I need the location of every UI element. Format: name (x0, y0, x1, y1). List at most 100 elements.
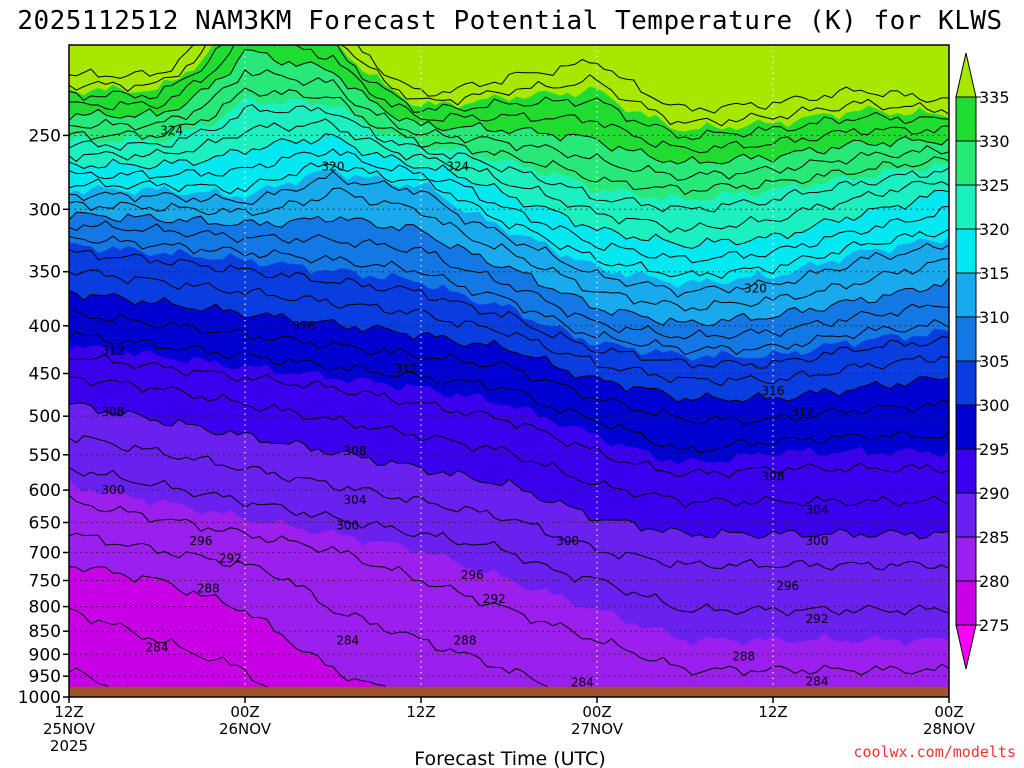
contour-320 (69, 133, 949, 249)
colorbar-label: 325 (979, 176, 1010, 195)
y-tick-label: 300 (29, 200, 61, 220)
colorbar-arrow-bottom (955, 624, 977, 670)
contour-label: 300 (336, 519, 359, 533)
y-tick-label: 650 (29, 514, 61, 534)
contour-label: 292 (806, 612, 829, 626)
contour-326 (69, 87, 949, 196)
contour-300 (69, 289, 949, 403)
contour-label: 308 (344, 444, 367, 458)
contour-278 (69, 607, 283, 697)
contour-label: 284 (336, 634, 359, 648)
y-tick-label: 700 (29, 544, 61, 564)
colorbar-swatch-305 (955, 316, 977, 362)
contour-298 (69, 308, 949, 425)
contour-label: 320 (744, 282, 767, 296)
y-tick-label: 950 (29, 667, 61, 687)
contour-282 (69, 532, 584, 697)
plot-frame (68, 44, 950, 698)
contour-label: 288 (454, 634, 477, 648)
y-axis: 250 300 350 400 450 500 550 600 650 700 750 800 850 9… (18, 126, 69, 708)
contour-332 (69, 45, 949, 154)
contour-label: 324 (446, 160, 469, 174)
plot-area (64, 45, 954, 737)
contour-308 (69, 220, 949, 340)
contour-304 (69, 249, 949, 369)
colorbar-arrow-top (955, 52, 977, 98)
contour-324 (69, 104, 949, 213)
x-tick-label: 00Z (934, 703, 963, 721)
contour-318 (69, 148, 949, 264)
chart-title: 2025112512 NAM3KM Forecast Potential Tem… (17, 6, 1002, 36)
contour-label: 312 (102, 343, 125, 357)
contour-label: 292 (219, 551, 242, 565)
band-below-280 (69, 566, 396, 697)
colorbar-swatch-285 (955, 492, 977, 538)
contour-290 (69, 402, 949, 540)
theta-contours (69, 45, 949, 697)
contour-314 (69, 170, 949, 298)
colorbar-swatch-295 (955, 404, 977, 450)
contour-label: 308 (102, 405, 125, 419)
y-tick-label: 800 (29, 598, 61, 618)
x-tick-label: 27NOV (571, 720, 624, 738)
contour-328 (69, 69, 949, 181)
contour-336 (69, 45, 949, 127)
x-tick-label: 12Z (758, 703, 787, 721)
y-tick-label: 900 (29, 645, 61, 665)
contour-306 (69, 235, 949, 356)
contour-label: 304 (806, 503, 829, 517)
y-tick-label: 1000 (18, 688, 61, 708)
contour-label: 308 (762, 469, 785, 483)
contour-322 (69, 118, 949, 234)
contour-label: 292 (483, 592, 506, 606)
credit-text: coolwx.com/modelts (853, 743, 1016, 761)
colorbar-swatch-275 (955, 580, 977, 626)
x-tick-label: 12Z (54, 703, 83, 721)
contour-label: 296 (190, 534, 213, 548)
x-axis-label: Forecast Time (UTC) (414, 748, 605, 768)
colorbar-label: 335 (979, 88, 1010, 107)
contour-label: 320 (322, 160, 345, 174)
contour-330 (69, 49, 949, 165)
y-tick-label: 450 (29, 365, 61, 385)
colorbar-label: 330 (979, 132, 1010, 151)
contour-label: 324 (160, 124, 183, 138)
contour-302 (69, 269, 949, 387)
colorbar-swatch-330 (955, 96, 977, 142)
contour-label: 312 (395, 362, 418, 376)
contour-334 (69, 45, 949, 141)
colorbar-swatch-320 (955, 184, 977, 230)
colorbar-label: 295 (979, 440, 1010, 459)
y-tick-label: 400 (29, 317, 61, 337)
contour-316 (69, 162, 949, 279)
colorbar-swatch-325 (955, 140, 977, 186)
contour-296 (69, 330, 949, 454)
band-below-275 (64, 705, 954, 737)
contour-labels: 324 320 324 320 316 312 312 316 308 312 308 308 300 3… (102, 124, 829, 690)
colorbar-swatch-315 (955, 228, 977, 274)
x-tick-label: 26NOV (219, 720, 272, 738)
contour-label: 300 (806, 534, 829, 548)
contour-label: 284 (571, 676, 594, 690)
contour-label: 304 (344, 493, 367, 507)
contour-label: 300 (556, 534, 579, 548)
colorbar-swatch-290 (955, 448, 977, 494)
y-tick-label: 750 (29, 572, 61, 592)
colorbar-label: 300 (979, 396, 1010, 415)
x-tick-label: 00Z (230, 703, 259, 721)
y-tick-label: 550 (29, 446, 61, 466)
x-tick-label: 2025 (50, 737, 88, 755)
colorbar-swatch-310 (955, 272, 977, 318)
contour-label: 316 (762, 384, 785, 398)
contour-312 (69, 187, 949, 312)
contour-label: 284 (146, 641, 169, 655)
colorbar-label: 290 (979, 484, 1010, 503)
contour-label: 284 (806, 674, 829, 688)
contour-label: 312 (791, 405, 814, 419)
theta-bands (64, 45, 954, 737)
colorbar: 275 280 285 290 295 300 305 310 315 320 325 330 335 (955, 52, 1010, 670)
colorbar-label: 310 (979, 308, 1010, 327)
contour-label: 316 (292, 319, 315, 333)
y-tick-label: 850 (29, 622, 61, 642)
